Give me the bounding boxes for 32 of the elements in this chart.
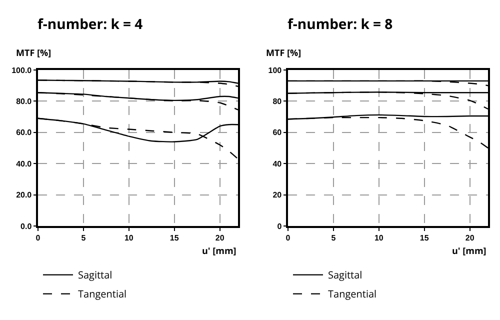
y-tick-label: 40.0 <box>16 159 32 168</box>
y-tick-label: 80 <box>272 97 282 106</box>
chart-title: f-number: k = 8 <box>288 15 393 34</box>
x-tick-label: 5 <box>81 233 86 242</box>
x-tick-label: 10 <box>124 233 134 242</box>
y-tick-label: 60.0 <box>16 128 32 138</box>
legend-label: Sagittal <box>328 268 362 282</box>
y-tick-label: 40 <box>272 159 282 168</box>
x-tick-label: 15 <box>420 233 430 242</box>
y-tick-label: 100.0 <box>12 66 32 75</box>
y-tick-label: 20 <box>272 190 282 200</box>
y-tick-label: 60 <box>272 128 282 138</box>
x-tick-label: 20 <box>465 233 475 242</box>
y-axis-title: MTF [%] <box>266 46 302 59</box>
y-axis-title: MTF [%] <box>16 46 52 59</box>
x-tick-label: 0 <box>36 233 41 242</box>
legend-label: Tangential <box>78 286 127 301</box>
y-tick-label: 0.0 <box>20 222 32 231</box>
x-tick-label: 0 <box>286 233 291 242</box>
x-tick-label: 5 <box>331 233 336 242</box>
x-tick-label: 20 <box>215 233 225 242</box>
x-axis-title: u' [mm] <box>202 244 236 257</box>
y-tick-label: 20.0 <box>16 190 32 200</box>
x-axis-title: u' [mm] <box>452 244 486 257</box>
y-tick-label: 100 <box>268 66 282 75</box>
chart-title: f-number: k = 4 <box>38 15 143 34</box>
legend-label: Sagittal <box>78 268 112 282</box>
x-tick-label: 10 <box>374 233 384 242</box>
legend-label: Tangential <box>328 286 377 301</box>
y-tick-label: 80.0 <box>16 97 32 106</box>
x-tick-label: 15 <box>170 233 180 242</box>
y-tick-label: 0 <box>277 222 282 231</box>
